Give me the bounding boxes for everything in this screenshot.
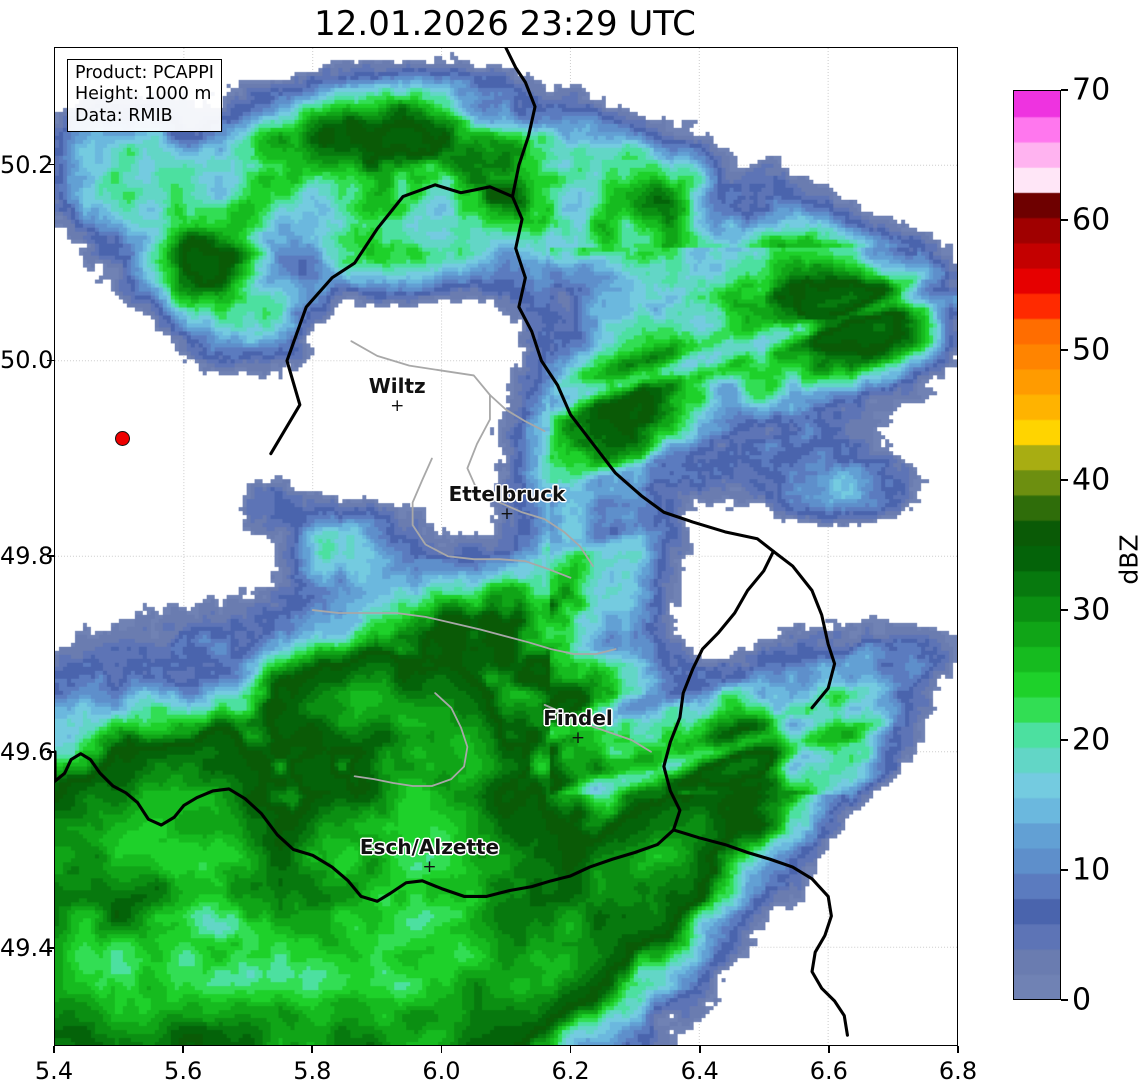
colorbar-tick-mark — [1061, 739, 1068, 741]
y-tick-mark — [47, 163, 54, 166]
colorbar-tick-label: 30 — [1072, 592, 1111, 628]
info-height: Height: 1000 m — [75, 84, 212, 105]
radar-reflectivity-layer — [55, 48, 957, 1045]
x-tick-mark — [440, 1046, 443, 1053]
colorbar-tick-label: 70 — [1072, 72, 1111, 108]
x-tick-mark — [53, 1046, 55, 1053]
y-tick-mark — [47, 359, 54, 362]
x-tick-label: 6.4 — [680, 1057, 719, 1085]
x-tick-mark — [182, 1046, 184, 1053]
map-overlay-layer: Product: PCAPPI Height: 1000 m Data: RMI… — [55, 48, 957, 1045]
y-tick-label: 49.6 — [0, 738, 54, 767]
city-name: Wiltz — [368, 373, 426, 398]
city-name: Findel — [543, 705, 613, 730]
x-tick-mark — [311, 1046, 314, 1053]
page-title: 12.01.2026 23:29 UTC — [314, 4, 696, 44]
colorbar-tick-mark — [1061, 609, 1068, 611]
city-cross-icon: + — [499, 504, 515, 525]
y-tick-label: 50.0 — [0, 346, 54, 375]
x-tick-label: 5.6 — [164, 1057, 203, 1085]
y-tick-label: 50.2 — [0, 150, 54, 179]
colorbar-tick-label: 50 — [1072, 332, 1111, 368]
colorbar-tick-mark — [1061, 349, 1068, 351]
info-data: Data: RMIB — [75, 105, 173, 126]
city-label: Ettelbruck + — [448, 482, 566, 525]
x-tick-label: 6.2 — [551, 1057, 590, 1085]
city-name: Ettelbruck — [448, 482, 566, 507]
x-tick-mark — [698, 1046, 701, 1053]
radar-station-marker[interactable] — [115, 431, 131, 447]
colorbar[interactable] — [1013, 90, 1061, 1000]
colorbar-axis-label: dBZ — [1114, 534, 1144, 585]
x-tick-mark — [828, 1046, 830, 1053]
colorbar-tick-label: 20 — [1072, 722, 1111, 758]
x-tick-label: 6.8 — [938, 1057, 978, 1085]
x-tick-label: 5.8 — [293, 1057, 332, 1085]
map-borders-layer — [55, 48, 849, 1037]
y-tick-mark — [47, 555, 54, 558]
x-tick-label: 5.4 — [34, 1057, 74, 1085]
colorbar-tick-label: 60 — [1072, 202, 1111, 238]
y-tick-mark — [47, 947, 54, 949]
colorbar-tick-mark — [1061, 479, 1068, 481]
city-name: Esch/Alzette — [359, 835, 500, 860]
colorbar-tick-label: 40 — [1072, 462, 1111, 498]
colorbar-tick-label: 10 — [1072, 852, 1111, 888]
city-label: Wiltz + — [368, 373, 426, 416]
colorbar-tick-mark — [1061, 89, 1068, 91]
city-cross-icon: + — [570, 727, 586, 748]
y-tick-mark — [47, 751, 54, 753]
city-cross-icon: + — [422, 857, 437, 878]
x-tick-label: 6.0 — [422, 1057, 461, 1085]
colorbar-tick-mark — [1061, 869, 1068, 871]
radar-plot-area[interactable]: Product: PCAPPI Height: 1000 m Data: RMI… — [54, 47, 958, 1046]
colorbar-tick-mark — [1061, 999, 1068, 1001]
colorbar-tick-label: 0 — [1072, 982, 1092, 1018]
colorbar-tick-mark — [1061, 219, 1068, 221]
city-label: Findel + — [543, 705, 613, 748]
info-box: Product: PCAPPI Height: 1000 m Data: RMI… — [67, 59, 222, 133]
colorbar-gradient — [1013, 90, 1061, 1000]
city-label: Esch/Alzette + — [359, 835, 500, 878]
y-tick-label: 49.4 — [0, 934, 54, 963]
y-tick-label: 49.8 — [0, 542, 54, 571]
info-product: Product: PCAPPI — [75, 63, 214, 83]
city-cross-icon: + — [390, 395, 405, 416]
x-tick-label: 6.6 — [809, 1057, 848, 1085]
x-tick-mark — [569, 1046, 572, 1053]
x-tick-mark — [957, 1046, 959, 1053]
